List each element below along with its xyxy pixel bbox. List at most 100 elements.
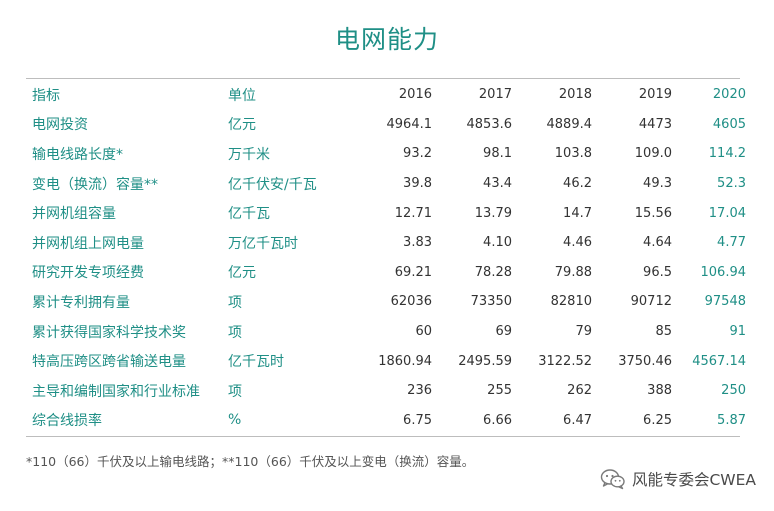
row-value-2016: 69.21 — [394, 264, 432, 280]
table-top-rule — [26, 78, 740, 79]
header-year-2016: 2016 — [398, 87, 432, 103]
row-value-2020: 91 — [729, 324, 746, 340]
row-unit: 项 — [228, 294, 242, 311]
table-row: 累计专利拥有量 项 62036 73350 82810 90712 97548 — [26, 287, 756, 317]
row-indicator: 并网机组上网电量 — [32, 235, 144, 252]
table-row: 综合线损率% 6.75 6.66 6.47 6.25 5.87 — [26, 406, 756, 436]
watermark: 风能专委会CWEA — [600, 466, 756, 492]
table-row: 主导和编制国家和行业标准 项 236 255 262 388 250 — [26, 376, 756, 406]
header-unit: 单位 — [228, 87, 256, 104]
row-value-2019: 90712 — [630, 294, 672, 310]
table-row: 累计获得国家科学技术奖 项 60 69 79 85 91 — [26, 317, 756, 347]
row-value-2020: 4567.14 — [692, 353, 746, 369]
row-value-2020: 250 — [721, 383, 746, 399]
row-value-2016: 12.71 — [394, 205, 432, 221]
row-unit: 亿元 — [228, 117, 256, 134]
row-value-2018: 6.47 — [563, 412, 592, 428]
row-value-2018: 79 — [575, 324, 592, 340]
header-year-2017: 2017 — [478, 87, 512, 103]
row-unit: 亿千瓦时 — [228, 354, 284, 371]
table-row: 输电线路长度* 万千米 93.2 98.1 103.8 109.0 114.2 — [26, 139, 756, 169]
wechat-icon — [600, 469, 625, 490]
row-value-2017: 73350 — [470, 294, 512, 310]
row-value-2017: 78.28 — [474, 264, 512, 280]
row-unit: 亿千伏安/千瓦 — [228, 176, 317, 193]
row-indicator: 主导和编制国家和行业标准 — [32, 383, 200, 400]
row-value-2018: 46.2 — [563, 176, 592, 192]
row-value-2020: 5.87 — [717, 412, 746, 428]
row-value-2017: 2495.59 — [458, 353, 512, 369]
header-year-2018: 2018 — [558, 87, 592, 103]
row-indicator: 综合线损率 — [32, 413, 102, 430]
table-row: 并网机组容量 亿千瓦 12.71 13.79 14.7 15.56 17.04 — [26, 198, 756, 228]
row-value-2019: 85 — [655, 324, 672, 340]
row-value-2019: 3750.46 — [618, 353, 672, 369]
row-unit: 万千米 — [228, 146, 270, 163]
table-row: 变电（换流）容量** 亿千伏安/千瓦 39.8 43.4 46.2 49.3 52.3 — [26, 169, 756, 199]
row-value-2018: 4889.4 — [546, 116, 593, 132]
row-value-2018: 82810 — [550, 294, 592, 310]
row-value-2017: 98.1 — [483, 146, 512, 162]
table-row: 电网投资 亿元 4964.1 4853.6 4889.4 4473 4605 — [26, 110, 756, 140]
row-value-2020: 4605 — [712, 116, 746, 132]
table-body: 电网投资 亿元 4964.1 4853.6 4889.4 4473 4605 输电线路长度* 万… — [26, 110, 756, 436]
row-value-2017: 43.4 — [483, 176, 512, 192]
row-value-2016: 3.83 — [403, 235, 432, 251]
row-value-2017: 4853.6 — [466, 116, 513, 132]
row-value-2017: 255 — [487, 383, 512, 399]
row-value-2016: 62036 — [390, 294, 432, 310]
row-unit: 亿元 — [228, 265, 256, 282]
row-indicator: 累计获得国家科学技术奖 — [32, 324, 186, 341]
row-value-2020: 106.94 — [700, 264, 747, 280]
row-value-2018: 79.88 — [554, 264, 592, 280]
row-value-2019: 4.64 — [643, 235, 672, 251]
row-value-2019: 388 — [647, 383, 672, 399]
row-indicator: 特高压跨区跨省输送电量 — [32, 354, 186, 371]
table-row: 并网机组上网电量 万亿千瓦时 3.83 4.10 4.46 4.64 4.77 — [26, 228, 756, 258]
row-indicator: 研究开发专项经费 — [32, 265, 144, 282]
row-value-2020: 17.04 — [708, 205, 746, 221]
header-year-2019: 2019 — [638, 87, 672, 103]
row-value-2017: 69 — [495, 324, 512, 340]
row-value-2019: 96.5 — [643, 264, 672, 280]
table-bottom-rule — [26, 436, 740, 437]
row-indicator: 电网投资 — [32, 117, 88, 134]
row-value-2016: 60 — [415, 324, 432, 340]
table-row: 研究开发专项经费 亿元 69.21 78.28 79.88 96.5 106.94 — [26, 258, 756, 288]
row-value-2016: 236 — [407, 383, 432, 399]
row-value-2016: 39.8 — [403, 176, 432, 192]
row-value-2018: 3122.52 — [538, 353, 592, 369]
row-value-2019: 4473 — [638, 116, 672, 132]
row-indicator: 变电（换流）容量** — [32, 176, 158, 193]
row-value-2019: 15.56 — [634, 205, 672, 221]
row-value-2016: 93.2 — [403, 146, 432, 162]
row-indicator: 输电线路长度* — [32, 146, 123, 163]
table-row: 特高压跨区跨省输送电量 亿千瓦时 1860.94 2495.59 3122.52 3750… — [26, 346, 756, 376]
row-unit: % — [228, 412, 242, 429]
row-value-2018: 4.46 — [563, 235, 592, 251]
data-table: 指标 单位 2016 2017 2018 2019 2020 电网投资 亿元 496… — [26, 80, 756, 435]
table-header-row: 指标 单位 2016 2017 2018 2019 2020 — [26, 80, 756, 110]
row-value-2020: 97548 — [704, 294, 746, 310]
row-value-2016: 1860.94 — [378, 353, 432, 369]
row-value-2017: 4.10 — [483, 235, 512, 251]
row-value-2016: 6.75 — [403, 412, 432, 428]
header-indicator: 指标 — [32, 87, 60, 104]
row-value-2018: 262 — [567, 383, 592, 399]
row-indicator: 并网机组容量 — [32, 206, 116, 223]
row-value-2020: 52.3 — [717, 176, 746, 192]
row-value-2019: 109.0 — [634, 146, 672, 162]
row-value-2019: 49.3 — [643, 176, 672, 192]
row-value-2017: 6.66 — [483, 412, 512, 428]
page-title: 电网能力 — [334, 25, 439, 54]
footnote: *110（66）千伏及以上输电线路；**110（66）千伏及以上变电（换流）容量… — [26, 454, 475, 469]
row-value-2018: 103.8 — [554, 146, 592, 162]
row-value-2018: 14.7 — [563, 205, 592, 221]
row-indicator: 累计专利拥有量 — [32, 294, 130, 311]
header-year-2020: 2020 — [712, 87, 746, 103]
row-value-2020: 114.2 — [708, 146, 746, 162]
row-value-2016: 4964.1 — [386, 116, 433, 132]
watermark-text: 风能专委会CWEA — [631, 471, 756, 489]
row-unit: 亿千瓦 — [228, 206, 270, 223]
row-value-2017: 13.79 — [474, 205, 512, 221]
